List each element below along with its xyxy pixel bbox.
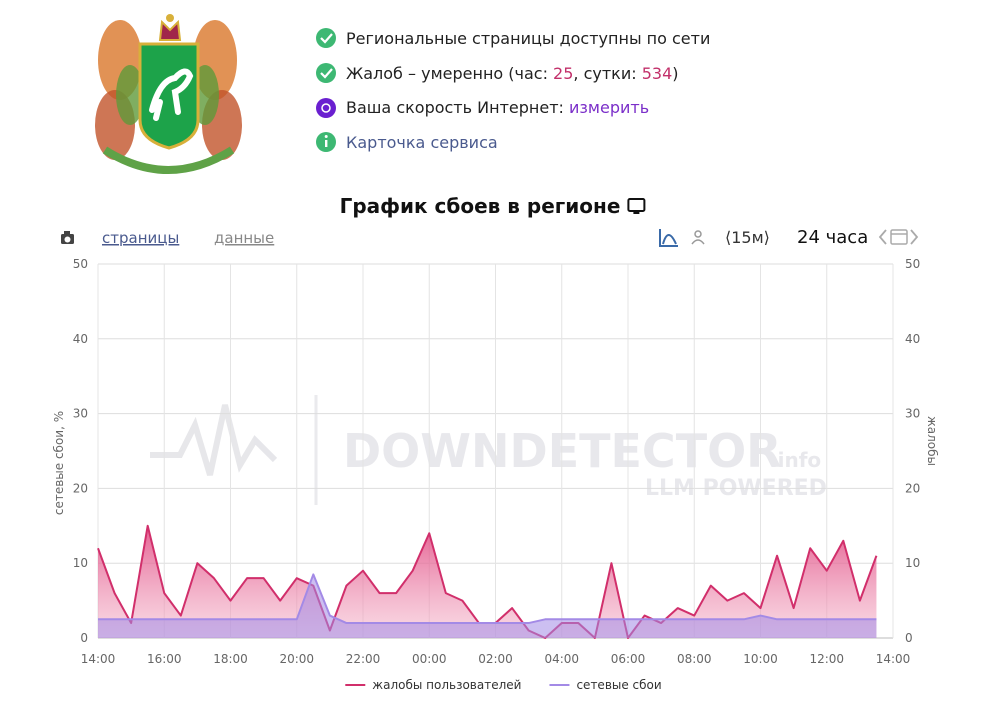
speed-link[interactable]: измерить — [569, 98, 649, 117]
y2-tick-label: 50 — [905, 257, 920, 271]
ok-icon — [316, 28, 336, 48]
x-tick-label: 18:00 — [213, 652, 248, 666]
x-tick-label: 00:00 — [412, 652, 447, 666]
x-tick-label: 14:00 — [876, 652, 911, 666]
speed-icon — [316, 98, 336, 118]
y2-tick-label: 40 — [905, 332, 920, 346]
text: Ваша скорость Интернет: — [346, 98, 569, 117]
period-label: 24 часа — [797, 227, 868, 248]
legend-label: жалобы пользователей — [372, 678, 521, 692]
watermark-suffix: .info — [770, 448, 821, 472]
x-tick-label: 14:00 — [81, 652, 116, 666]
legend: жалобы пользователей сетевые сбои — [345, 678, 662, 692]
card-link[interactable]: Карточка сервиса — [346, 133, 498, 152]
tab-pages[interactable]: страницы — [102, 229, 179, 247]
watermark-text: DOWNDETECTOR — [343, 424, 782, 478]
y-tick-label: 10 — [73, 556, 88, 570]
legend-item: жалобы пользователей — [345, 678, 521, 692]
status-list: Региональные страницы доступны по сети Ж… — [316, 28, 710, 152]
hour-count: 25 — [553, 64, 573, 83]
x-tick-label: 02:00 — [478, 652, 513, 666]
day-count: 534 — [642, 64, 673, 83]
plot: 0 10 20 30 40 50 0 10 20 30 40 50 14:00 16:00 18:00 20:… — [52, 257, 939, 692]
chart-title: График сбоев в регионе — [340, 194, 621, 218]
y2-tick-label: 10 — [905, 556, 920, 570]
x-tick-label: 12:00 — [809, 652, 844, 666]
y-tick-label: 0 — [80, 631, 88, 645]
y-tick-label: 30 — [73, 407, 88, 421]
x-tick-label: 20:00 — [279, 652, 314, 666]
user-button[interactable] — [691, 230, 705, 245]
x-tick-label: 04:00 — [544, 652, 579, 666]
text: ) — [672, 64, 678, 83]
chart-mode-button[interactable] — [659, 229, 678, 247]
y-tick-label: 40 — [73, 332, 88, 346]
y-tick-label: 50 — [73, 257, 88, 271]
monitor-icon — [627, 198, 646, 214]
y2-tick-label: 20 — [905, 481, 920, 495]
calendar-nav[interactable] — [878, 229, 919, 245]
x-tick-label: 06:00 — [611, 652, 646, 666]
text: , сутки: — [573, 64, 641, 83]
x-tick-label: 10:00 — [743, 652, 778, 666]
legend-item: сетевые сбои — [549, 678, 662, 692]
y2-tick-label: 30 — [905, 407, 920, 421]
emblem — [95, 14, 242, 174]
tab-data[interactable]: данные — [214, 229, 274, 247]
y-axis-label: сетевые сбои, % — [52, 411, 66, 515]
legend-label: сетевые сбои — [576, 678, 661, 692]
x-tick-label: 08:00 — [677, 652, 712, 666]
screenshot-button[interactable] — [61, 231, 74, 244]
toolbar: страницы данные ⟨15м⟩ 24 часа — [61, 227, 919, 248]
status-complaints: Жалоб – умеренно (час: 25, сутки: 534) — [346, 64, 679, 83]
interval-button[interactable]: ⟨15м⟩ — [725, 228, 770, 247]
y2-tick-label: 0 — [905, 631, 913, 645]
x-tick-label: 16:00 — [147, 652, 182, 666]
y-tick-label: 20 — [73, 481, 88, 495]
area — [98, 574, 877, 638]
text: Жалоб – умеренно (час: — [346, 64, 553, 83]
status-network: Региональные страницы доступны по сети — [346, 29, 710, 48]
x-tick-label: 22:00 — [346, 652, 381, 666]
y2-axis-label: жалобы — [925, 416, 939, 466]
line — [98, 573, 877, 625]
ok-icon — [316, 63, 336, 83]
status-speed: Ваша скорость Интернет: измерить — [346, 98, 649, 117]
